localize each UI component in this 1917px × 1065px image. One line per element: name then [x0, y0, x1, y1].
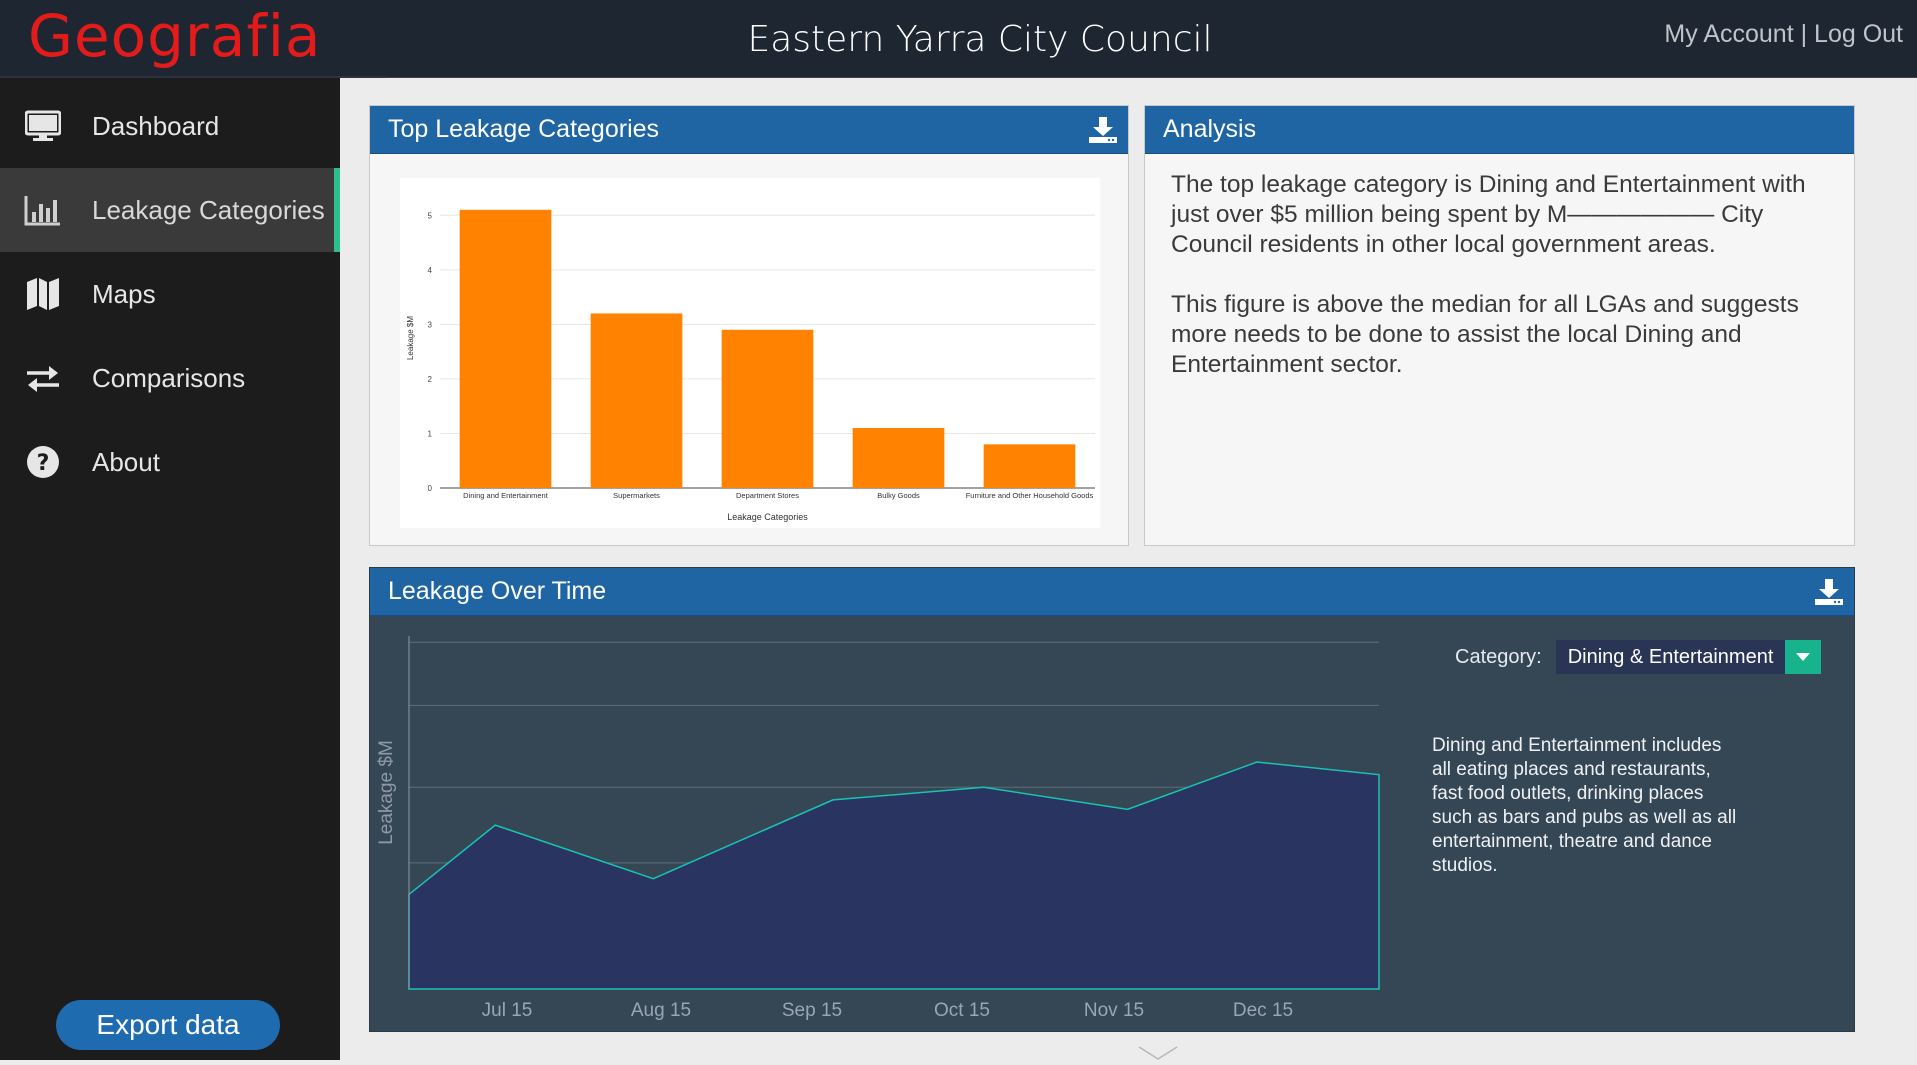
caret-down-icon[interactable]: [1785, 640, 1822, 674]
x-axis-label: Leakage Categories: [727, 512, 808, 522]
account-separator: |: [1793, 20, 1815, 48]
my-account-link[interactable]: My Account: [1664, 20, 1794, 48]
x-tick-label: Nov 15: [1084, 1000, 1144, 1021]
page-title: Eastern Yarra City Council: [747, 19, 1213, 60]
sidebar-item-leakage-categories[interactable]: Leakage Categories: [0, 168, 340, 252]
sidebar-item-about[interactable]: ? About: [0, 420, 340, 504]
account-links: My Account | Log Out: [1664, 20, 1903, 49]
leakage-over-time-panel: Leakage Over Time Jul 15 Aug 15 Sep 15 Oct …: [369, 567, 1855, 1032]
top-leakage-panel: Top Leakage Categories 0 1 2 3 4 5 Dining and …: [369, 105, 1129, 546]
app-logo[interactable]: Geografia: [28, 2, 322, 70]
bar: [590, 313, 683, 488]
panel-title: Leakage Over Time: [388, 577, 607, 605]
category-filter: Category: Dining & Entertainment: [1455, 640, 1822, 674]
analysis-paragraph: The top leakage category is Dining and E…: [1171, 171, 1806, 258]
analysis-text: The top leakage category is Dining and E…: [1145, 154, 1854, 380]
y-tick-label: 4: [428, 266, 433, 275]
y-axis-label: Leakage $M: [376, 740, 397, 845]
panel-title: Top Leakage Categories: [388, 115, 660, 143]
bar: [852, 428, 945, 488]
sidebar-item-label: Comparisons: [92, 362, 246, 393]
category-select[interactable]: Dining & Entertainment: [1555, 640, 1822, 674]
x-tick-label: Supermarkets: [613, 491, 660, 500]
y-axis-label: Leakage $M: [406, 316, 415, 360]
x-tick-label: Sep 15: [782, 1000, 842, 1021]
bar: [721, 329, 814, 488]
panel-title: Analysis: [1163, 115, 1257, 143]
log-out-link[interactable]: Log Out: [1814, 20, 1903, 48]
download-icon[interactable]: [1814, 578, 1844, 606]
bar: [459, 209, 552, 488]
download-icon[interactable]: [1088, 116, 1118, 144]
category-selected-value: Dining & Entertainment: [1567, 646, 1774, 668]
panel-header: Top Leakage Categories: [370, 106, 1128, 154]
chevron-down-icon[interactable]: [1138, 1046, 1178, 1065]
x-tick-label: Bulky Goods: [877, 491, 920, 500]
area-chart: Jul 15 Aug 15 Sep 15 Oct 15 Nov 15 Dec 15 Leak…: [376, 636, 1380, 1021]
bar-chart-icon: [22, 191, 64, 229]
x-tick-label: Oct 15: [934, 1000, 990, 1021]
area-series: [408, 761, 1380, 990]
sidebar: Dashboard Leakage Categories Maps Compar…: [0, 78, 340, 1060]
svg-text:?: ?: [37, 451, 50, 476]
question-circle-icon: ?: [22, 443, 64, 481]
bar: [983, 444, 1076, 488]
x-tick-label: Dining and Entertainment: [463, 491, 549, 500]
x-tick-label: Jul 15: [482, 1000, 533, 1021]
sidebar-item-label: Leakage Categories: [92, 194, 325, 225]
panel-header: Leakage Over Time: [370, 568, 1854, 616]
x-tick-label: Department Stores: [736, 491, 799, 500]
y-tick-label: 3: [428, 320, 433, 329]
category-label: Category:: [1455, 645, 1542, 668]
bar-chart: 0 1 2 3 4 5 Dining and Entertainment Supermarke…: [400, 178, 1100, 528]
analysis-panel: Analysis The top leakage category is Din…: [1144, 105, 1855, 546]
sidebar-item-comparisons[interactable]: Comparisons: [0, 336, 340, 420]
panel-header: Analysis: [1145, 106, 1854, 154]
logo-divider: [0, 76, 386, 78]
y-tick-label: 5: [428, 211, 433, 220]
sidebar-item-label: Dashboard: [92, 110, 220, 141]
x-tick-label: Furniture and Other Household Goods: [966, 491, 1094, 500]
sidebar-item-dashboard[interactable]: Dashboard: [0, 84, 340, 168]
arrows-exchange-icon: [22, 359, 64, 397]
y-tick-label: 2: [428, 375, 433, 384]
x-tick-label: Aug 15: [631, 1000, 691, 1021]
y-tick-label: 1: [428, 429, 433, 438]
sidebar-item-label: Maps: [92, 278, 156, 309]
map-icon: [22, 275, 64, 313]
category-description: Dining and Entertainment includes all ea…: [1432, 735, 1737, 876]
monitor-icon: [22, 107, 64, 145]
y-tick-label: 0: [428, 484, 433, 493]
sidebar-item-label: About: [92, 446, 160, 477]
analysis-paragraph: This figure is above the median for all …: [1171, 291, 1799, 378]
sidebar-item-maps[interactable]: Maps: [0, 252, 340, 336]
export-data-button[interactable]: Export data: [56, 1000, 280, 1050]
app-header: Geografia Eastern Yarra City Council My …: [0, 0, 1917, 78]
x-tick-label: Dec 15: [1233, 1000, 1293, 1021]
